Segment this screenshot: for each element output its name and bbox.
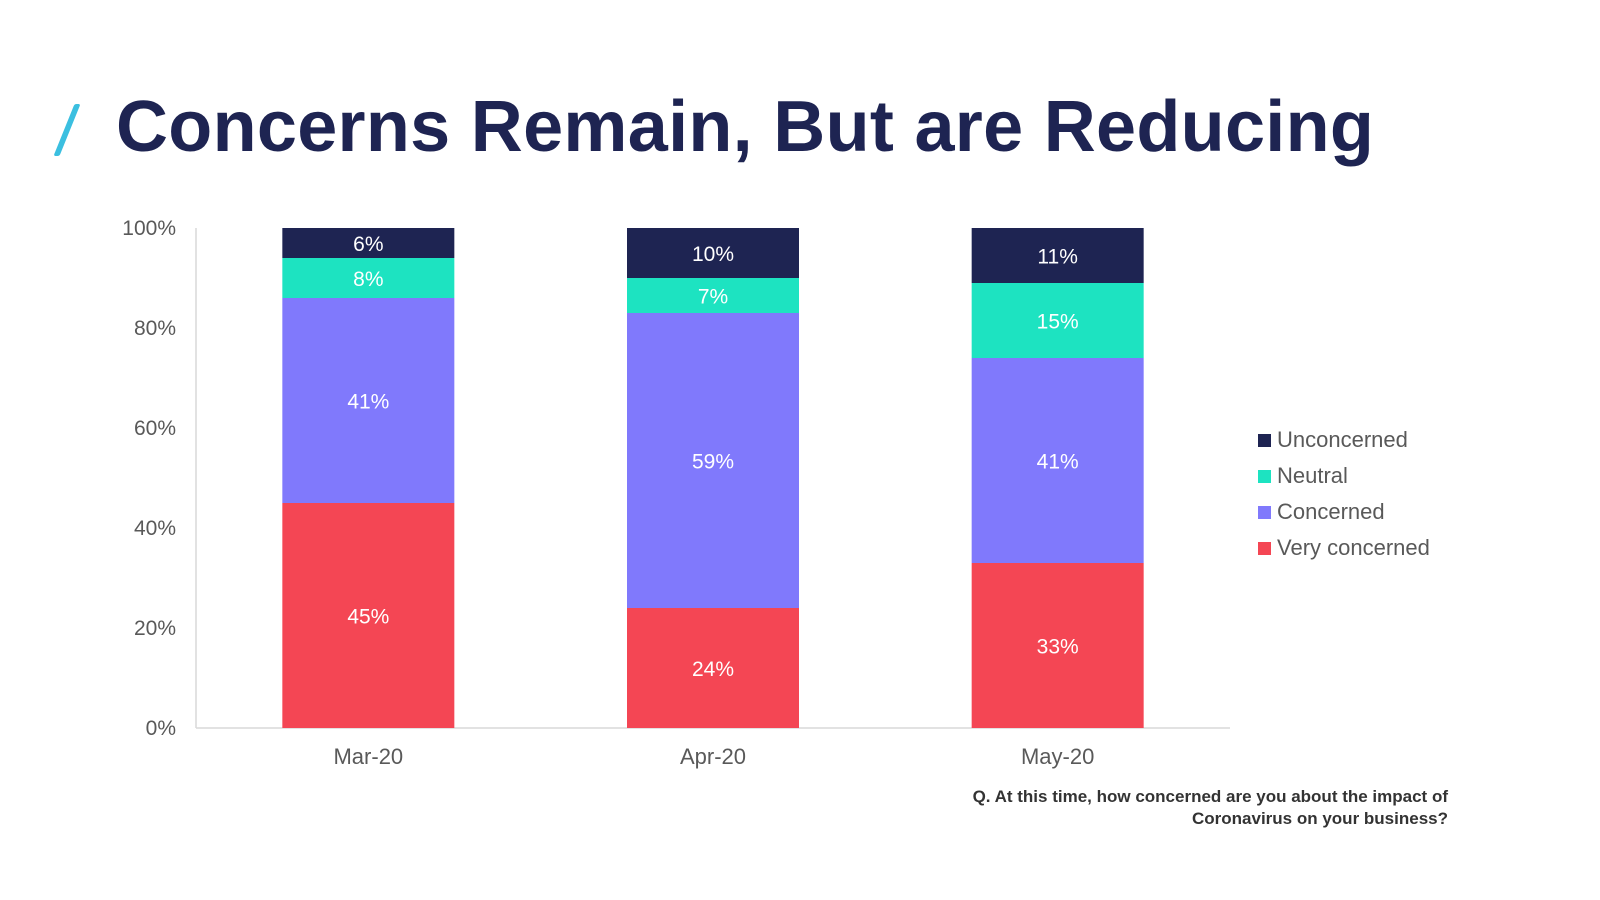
bar-data-label: 59% [692,451,734,474]
bar-segment [971,228,1144,283]
bar-segment [282,228,455,258]
bar-data-label: 33% [1037,636,1079,659]
chart-legend: Unconcerned Neutral Concerned Very concerne… [1258,422,1430,566]
legend-swatch [1258,541,1271,555]
y-tick-label: 0% [146,717,176,740]
legend-swatch [1258,469,1271,483]
legend-item: Very concerned [1258,530,1430,566]
bar-data-label: 8% [353,268,383,291]
bar-data-label: 15% [1037,311,1079,334]
page-title: Concerns Remain, But are Reducing [116,87,1375,167]
legend-item: Neutral [1258,458,1430,494]
x-tick-label: May-20 [1021,744,1094,769]
bar-segment [627,313,799,608]
legend-item: Unconcerned [1258,422,1430,458]
y-tick-label: 20% [134,617,176,640]
bar-segment [282,503,455,728]
y-tick-label: 80% [134,317,176,340]
bar-segment [971,283,1144,358]
y-tick-label: 60% [134,417,176,440]
bar-segment [627,278,799,313]
bar-data-label: 41% [1037,451,1079,474]
bar-segment [282,258,455,298]
x-tick-label: Mar-20 [333,744,403,769]
bar-data-label: 24% [692,658,734,681]
bar-segment [282,298,455,503]
legend-label: Unconcerned [1277,427,1408,452]
bar-data-label: 7% [698,286,728,309]
legend-item: Concerned [1258,494,1430,530]
legend-swatch [1258,505,1271,519]
legend-label: Concerned [1277,499,1385,524]
legend-label: Neutral [1277,463,1348,488]
legend-swatch [1258,433,1271,447]
bar-segment [627,228,799,278]
bar-data-label: 41% [347,391,389,414]
bar-data-label: 10% [692,243,734,266]
y-tick-label: 100% [122,217,176,240]
bar-segment [971,563,1144,728]
legend-label: Very concerned [1277,535,1430,560]
bar-segment [971,358,1144,563]
bar-data-label: 11% [1037,246,1077,269]
bar-data-label: 45% [347,606,389,629]
survey-question-footnote: Q. At this time, how concerned are you a… [972,787,1448,828]
bar-segment [627,608,799,728]
bar-data-label: 6% [353,233,383,256]
y-tick-label: 40% [134,517,176,540]
x-tick-label: Apr-20 [680,744,746,769]
